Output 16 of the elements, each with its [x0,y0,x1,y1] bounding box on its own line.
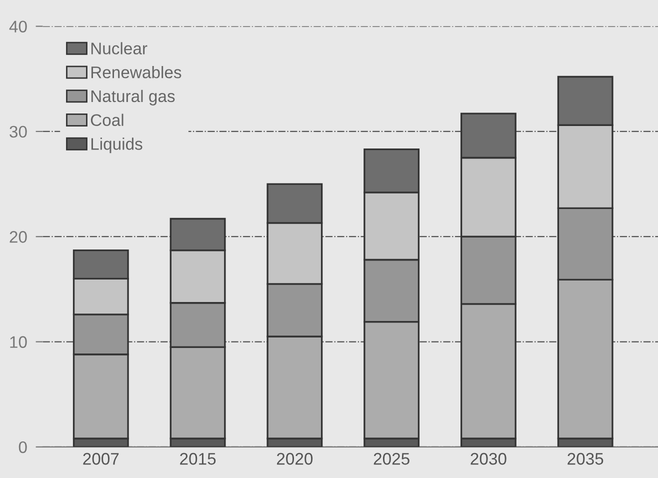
legend-label: Natural gas [91,90,175,106]
y-tick-label: 20 [10,231,27,243]
y-tick-label: 30 [10,126,27,138]
x-tick-label: 2035 [568,452,604,465]
legend-label: Nuclear [91,42,148,54]
x-tick-label: 2007 [83,452,119,465]
x-tick-label: 2025 [374,452,410,465]
y-tick-label: 0 [18,441,27,454]
y-tick-label: 40 [9,20,27,32]
legend-label: Renewables [91,66,182,78]
legend-label: Liquids [91,138,142,154]
y-tick-label: 10 [10,336,27,348]
x-tick-label: 2030 [470,452,506,465]
x-tick-label: 2015 [180,452,216,465]
legend-label: Coal [90,114,124,126]
x-tick-label: 2020 [276,452,313,465]
